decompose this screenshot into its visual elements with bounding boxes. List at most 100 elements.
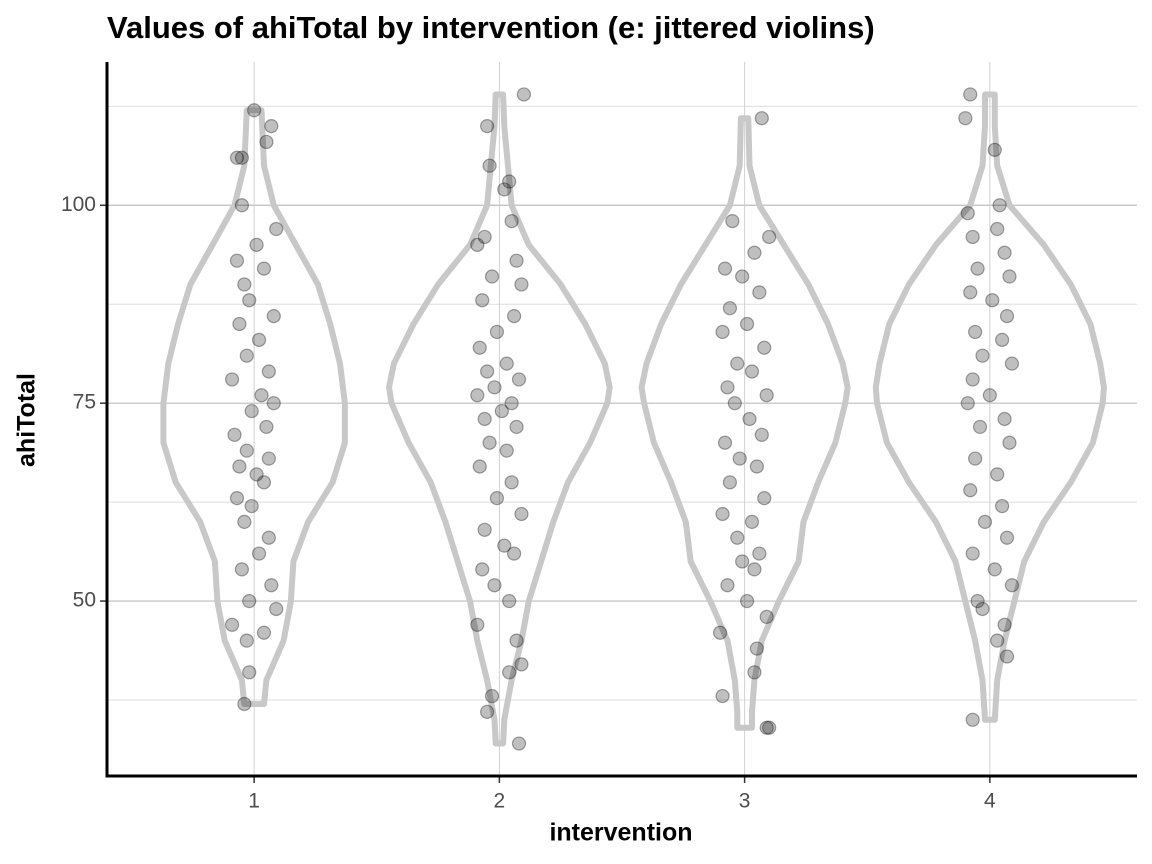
data-point [251,546,267,561]
data-point [239,443,254,458]
data-point [261,364,276,379]
data-point [735,269,750,284]
data-point [965,546,980,561]
data-point [266,396,281,411]
x-tick-label: 2 [494,790,506,813]
data-point [759,720,774,735]
data-point [484,688,500,704]
data-point [229,253,245,268]
data-point [516,87,532,102]
data-point [995,332,1010,347]
data-point [234,562,249,577]
data-point [487,380,502,395]
data-point [480,704,495,719]
data-point [739,316,755,332]
data-point [509,253,524,268]
data-point [722,475,738,490]
y-tick-label: 50 [73,589,96,612]
data-point [249,237,264,252]
data-point [489,324,505,340]
data-point [749,459,764,474]
data-point [744,364,760,379]
data-point [229,150,245,165]
data-point [725,214,740,229]
data-point [1004,578,1020,593]
data-point [242,665,257,680]
data-point [732,451,747,466]
data-point [234,150,249,165]
data-point [735,554,750,569]
data-point [499,443,514,458]
data-point [715,324,730,340]
data-point [470,388,485,403]
data-point [261,530,276,545]
data-point [227,427,242,442]
data-point [754,111,769,126]
data-point [514,277,529,292]
data-point [752,546,767,561]
data-point [715,506,730,522]
data-point [239,348,254,363]
data-point [237,696,252,712]
data-point [999,530,1015,545]
data-point [489,491,505,506]
data-point [504,396,519,411]
data-point [757,491,772,506]
data-point [229,491,245,506]
data-point [509,419,524,435]
data-point [254,388,269,403]
violin [160,107,348,707]
data-point [762,720,777,735]
data-point [987,142,1002,157]
data-point [249,467,264,482]
x-tick-label: 3 [739,790,751,813]
data-point [712,625,728,640]
data-point [759,609,774,624]
data-point [256,261,272,276]
data-point [266,308,281,324]
data-point [960,396,975,411]
data-point [264,119,279,134]
data-point [958,111,973,126]
data-point [747,562,762,577]
data-point [484,269,500,284]
data-point [269,601,284,617]
data-point [747,665,762,680]
data-point [727,396,742,411]
data-point [497,182,512,197]
data-point [239,633,254,648]
data-point [224,617,240,632]
violin [872,91,1107,723]
data-point [472,459,487,474]
data-point [982,388,997,403]
data-point [475,293,490,308]
data-point [475,562,490,577]
data-point [232,459,247,474]
grid [107,62,1137,776]
axes: 50 75 100 1 2 3 4 [61,62,1137,813]
data-point [237,514,252,530]
data-point [477,522,492,537]
data-point [506,546,522,561]
data-point [506,308,522,324]
data-point [234,198,249,213]
data-point [480,119,495,134]
x-axis-title: intervention [549,819,692,847]
data-point [244,403,259,419]
data-point [470,617,485,632]
data-point [752,285,767,300]
data-point [247,103,262,118]
data-point [511,736,527,751]
data-point [504,475,519,490]
data-point [224,372,240,387]
data-point [251,332,267,347]
data-point [264,578,279,593]
data-point [511,372,527,387]
data-point [720,380,735,395]
data-point [1004,356,1020,371]
data-point [477,411,492,427]
data-point [990,221,1005,237]
data-point [960,206,975,221]
data-point [968,451,983,466]
data-point [482,158,497,173]
